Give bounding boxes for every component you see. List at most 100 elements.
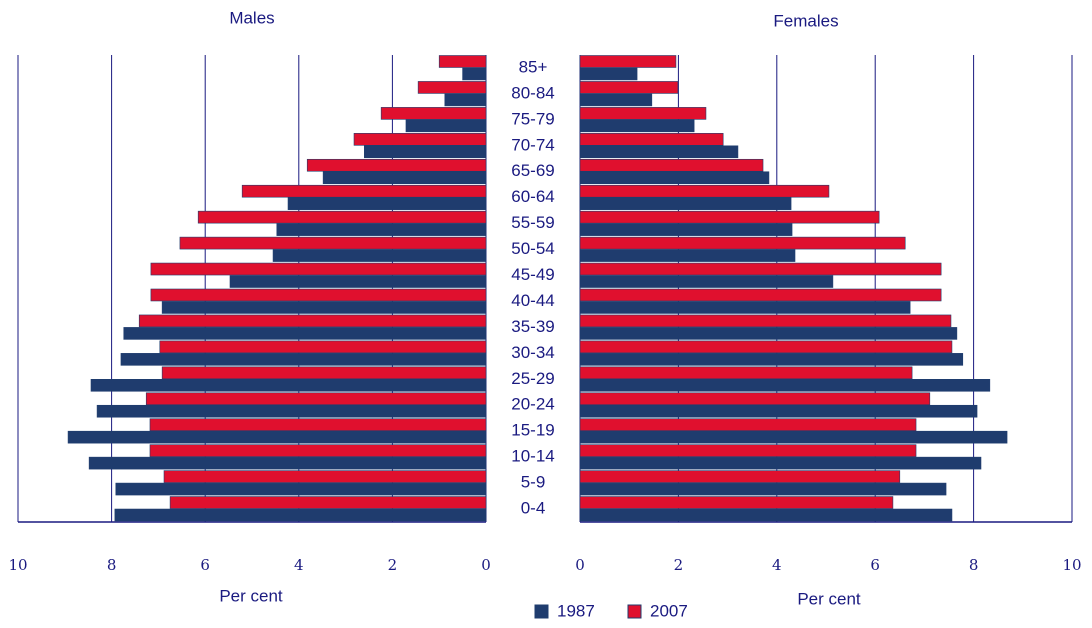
bar (579, 340, 953, 354)
x-axis-label: Per cent (219, 586, 283, 605)
category-label: 50-54 (511, 239, 554, 258)
bar (138, 314, 487, 328)
bar (229, 275, 487, 288)
category-label: 75-79 (511, 109, 554, 128)
x-tick-label: 4 (772, 556, 782, 574)
bar (150, 288, 487, 302)
bar (579, 210, 880, 224)
bar (96, 404, 487, 418)
bar (159, 340, 487, 354)
bar (579, 444, 917, 457)
bar (114, 508, 487, 522)
legend-label: 1987 (557, 601, 595, 620)
bar (579, 145, 739, 159)
bar (197, 210, 487, 224)
bar (579, 366, 913, 380)
category-label: 85+ (519, 57, 548, 76)
bar (579, 404, 978, 418)
bar (169, 496, 487, 509)
x-tick-label: 2 (674, 556, 684, 574)
x-tick-label: 4 (294, 556, 304, 574)
bar (579, 236, 906, 250)
bar (115, 482, 487, 496)
bar (579, 55, 677, 68)
bar (287, 197, 487, 210)
bar (438, 55, 487, 68)
bar (353, 133, 487, 146)
bar (579, 314, 952, 328)
bar (161, 301, 487, 314)
bar (322, 171, 487, 185)
x-tick-label: 6 (870, 556, 880, 574)
category-label: 25-29 (511, 369, 554, 388)
category-label: 10-14 (511, 447, 554, 466)
bar (405, 119, 487, 133)
category-label: 20-24 (511, 395, 554, 414)
bar (150, 262, 487, 276)
category-label: 60-64 (511, 187, 554, 206)
legend-label: 2007 (650, 601, 688, 620)
bar (579, 249, 796, 262)
category-label: 65-69 (511, 161, 554, 180)
x-tick-label: 2 (388, 556, 398, 574)
bar (67, 430, 487, 444)
category-label: 40-44 (511, 291, 554, 310)
bar (163, 470, 487, 483)
bar (90, 379, 487, 392)
panel-title: Males (229, 8, 274, 27)
x-tick-label: 10 (1062, 556, 1081, 574)
category-label: 5-9 (521, 473, 546, 492)
bar (276, 223, 487, 236)
bar (579, 119, 695, 133)
bar (579, 470, 901, 483)
bar (579, 456, 982, 470)
bar (579, 184, 830, 198)
category-label: 35-39 (511, 317, 554, 336)
x-tick-label: 0 (481, 556, 491, 574)
bar (88, 456, 487, 470)
x-tick-label: 8 (107, 556, 117, 574)
legend-swatch (627, 604, 642, 619)
category-label: 55-59 (511, 213, 554, 232)
bar (579, 171, 770, 185)
bar (364, 145, 487, 159)
bar (161, 366, 487, 380)
legend-swatch (534, 604, 549, 619)
bar (444, 93, 487, 107)
bar (579, 133, 724, 146)
x-tick-label: 8 (969, 556, 979, 574)
bar (417, 81, 487, 94)
bar (579, 353, 964, 366)
bar (579, 275, 834, 288)
bar (579, 93, 653, 107)
bar (579, 288, 942, 302)
bar (579, 262, 942, 276)
bar (462, 67, 487, 81)
category-label: 80-84 (511, 83, 554, 102)
panel-title: Females (773, 11, 838, 30)
bar (306, 158, 487, 172)
bar (272, 249, 487, 262)
bar (579, 67, 638, 81)
bar (149, 444, 487, 457)
bar (579, 496, 894, 509)
x-tick-label: 6 (200, 556, 210, 574)
x-tick-label: 10 (8, 556, 27, 574)
bar (579, 158, 764, 172)
bar (579, 430, 1008, 444)
category-label: 30-34 (511, 343, 554, 362)
bar (579, 107, 707, 120)
bar (145, 392, 487, 406)
bar (579, 81, 679, 94)
bar (579, 418, 917, 431)
bar (579, 301, 911, 314)
category-label: 45-49 (511, 265, 554, 284)
bar (579, 508, 953, 522)
bar (179, 236, 487, 250)
bar (579, 327, 958, 340)
category-label: 70-74 (511, 135, 554, 154)
x-tick-label: 0 (575, 556, 585, 574)
bar (579, 482, 947, 496)
bar (579, 197, 792, 210)
